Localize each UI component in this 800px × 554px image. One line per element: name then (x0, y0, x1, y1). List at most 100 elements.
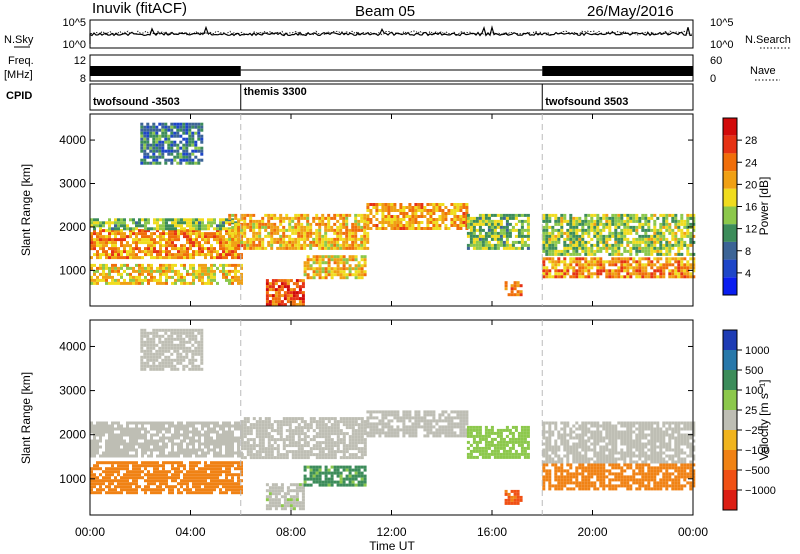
power-echo-cell (357, 267, 361, 271)
velocity-echo-cell (168, 461, 171, 465)
velocity-echo-cell (123, 476, 126, 480)
power-echo-cell (569, 225, 573, 229)
velocity-echo-cell (268, 507, 272, 511)
power-echo-cell (623, 260, 627, 264)
power-echo-cell (219, 238, 222, 242)
power-echo-cell (363, 222, 367, 226)
velocity-echo-cell (117, 485, 120, 489)
velocity-echo-cell (360, 450, 364, 454)
power-echo-cell (198, 218, 201, 222)
velocity-echo-cell (210, 461, 213, 465)
power-echo-cell (93, 221, 96, 225)
velocity-echo-cell (369, 434, 373, 438)
power-echo-cell (158, 152, 162, 156)
power-echo-cell (318, 261, 322, 265)
power-echo-cell (508, 216, 512, 220)
velocity-echo-cell (327, 477, 331, 481)
power-echo-cell (102, 238, 105, 242)
velocity-echo-cell (192, 451, 195, 455)
power-echo-cell (108, 232, 111, 236)
power-echo-cell (174, 253, 177, 257)
power-echo-cell (590, 219, 594, 223)
velocity-echo-cell (366, 422, 370, 426)
power-echo-cell (662, 272, 666, 276)
power-echo-cell (201, 278, 204, 282)
power-echo-cell (309, 225, 313, 229)
power-echo-cell (318, 246, 322, 250)
velocity-echo-cell (111, 473, 114, 477)
power-echo-cell (572, 275, 576, 279)
velocity-echo-cell (300, 426, 304, 430)
power-echo-cell (659, 269, 663, 273)
velocity-echo-cell (195, 479, 198, 483)
power-echo-cell (225, 218, 228, 222)
power-echo-cell (282, 243, 286, 247)
power-echo-cell (450, 209, 454, 212)
power-echo-cell (390, 206, 394, 209)
velocity-echo-cell (161, 340, 165, 344)
velocity-echo-cell (378, 431, 382, 435)
power-echo-cell (387, 215, 391, 218)
power-echo-cell (626, 216, 630, 220)
power-echo-cell (390, 215, 394, 218)
power-echo-cell (417, 215, 421, 218)
velocity-echo-cell (234, 485, 237, 489)
velocity-echo-cell (147, 421, 150, 425)
power-echo-cell (153, 247, 156, 251)
power-echo-cell (408, 215, 412, 218)
power-echo-cell (689, 240, 693, 244)
power-echo-cell (366, 240, 370, 244)
velocity-echo-cell (288, 438, 292, 442)
velocity-echo-cell (375, 425, 379, 429)
power-echo-cell (146, 125, 150, 129)
power-echo-cell (475, 228, 479, 232)
power-echo-cell (692, 252, 696, 256)
power-echo-cell (526, 231, 530, 235)
velocity-echo-cell (164, 355, 168, 359)
power-echo-cell (641, 266, 645, 270)
velocity-echo-cell (231, 473, 234, 477)
power-echo-cell (105, 281, 108, 285)
velocity-echo-cell (348, 471, 352, 475)
power-echo-cell (168, 218, 171, 222)
velocity-echo-cell (274, 498, 278, 502)
power-echo-cell (318, 267, 322, 271)
velocity-echo-cell (117, 473, 120, 477)
power-echo-cell (129, 235, 132, 239)
velocity-echo-cell (120, 488, 123, 492)
power-echo-cell (668, 252, 672, 256)
velocity-echo-cell (114, 461, 117, 465)
velocity-echo-cell (180, 445, 183, 449)
velocity-echo-cell (96, 451, 99, 455)
velocity-echo-cell (288, 441, 292, 445)
power-echo-cell (357, 219, 361, 223)
power-echo-cell (207, 269, 210, 273)
power-echo-cell (523, 243, 527, 247)
power-echo-cell (228, 227, 231, 231)
velocity-echo-cell (155, 355, 159, 359)
power-echo-cell (228, 213, 232, 217)
power-echo-cell (354, 222, 358, 226)
power-echo-cell (158, 149, 162, 153)
power-echo-cell (159, 263, 162, 267)
power-echo-cell (286, 297, 290, 301)
power-echo-cell (288, 234, 292, 238)
velocity-echo-cell (186, 436, 189, 440)
velocity-echo-cell (171, 451, 174, 455)
power-echo-cell (237, 228, 241, 232)
power-echo-cell (333, 258, 337, 262)
velocity-echo-cell (144, 464, 147, 468)
power-echo-cell (554, 275, 558, 279)
velocity-echo-cell (399, 419, 403, 423)
velocity-echo-cell (357, 441, 361, 445)
velocity-echo-cell (339, 417, 343, 421)
velocity-echo-cell (188, 361, 192, 365)
power-echo-cell (481, 240, 485, 244)
power-echo-cell (444, 206, 448, 209)
power-data-layer (90, 122, 696, 307)
power-echo-cell (523, 234, 527, 238)
velocity-echo-cell (173, 328, 177, 332)
velocity-echo-cell (197, 331, 201, 335)
power-echo-cell (484, 243, 488, 247)
velocity-echo-cell (291, 456, 295, 460)
